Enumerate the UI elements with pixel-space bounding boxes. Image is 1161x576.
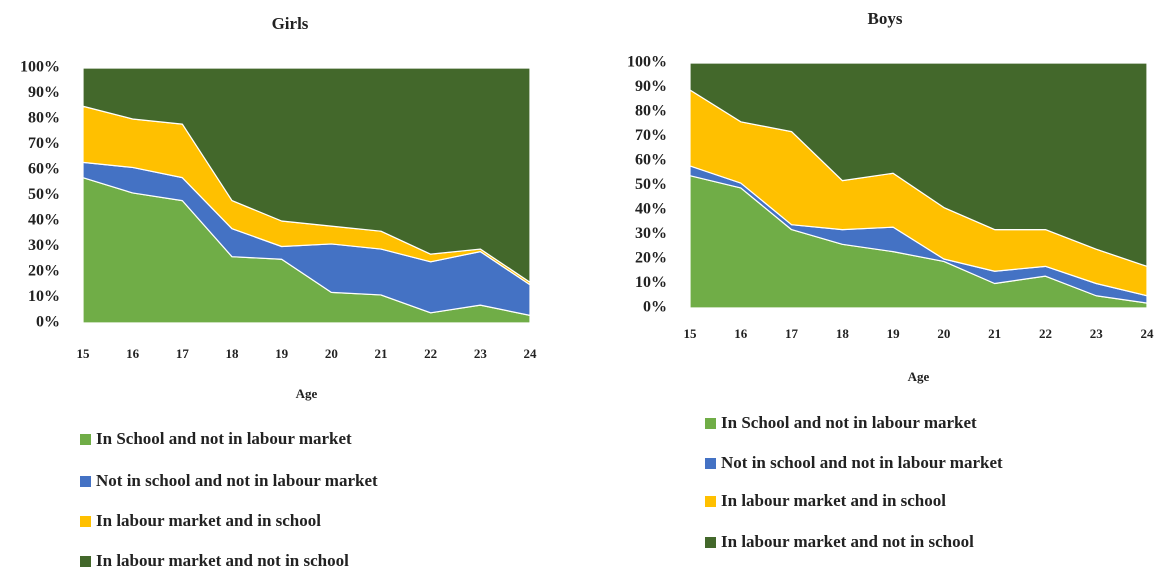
x-tick-label: 18 (226, 346, 240, 361)
y-tick-label: 60% (635, 152, 667, 169)
y-tick-label: 30% (635, 225, 667, 242)
x-axis-label: Age (908, 369, 930, 384)
x-tick-label: 17 (785, 326, 799, 341)
legend-swatch (705, 496, 716, 507)
legend-label: In School and not in labour market (96, 429, 352, 448)
x-tick-label: 16 (734, 326, 748, 341)
x-tick-label: 24 (1141, 326, 1155, 341)
y-tick-label: 90% (28, 84, 60, 101)
x-tick-label: 21 (375, 346, 388, 361)
y-tick-label: 20% (635, 250, 667, 267)
legend-swatch (80, 476, 91, 487)
x-tick-label: 17 (176, 346, 190, 361)
y-tick-label: 100% (627, 54, 667, 71)
area (82, 67, 531, 283)
y-tick-label: 50% (635, 176, 667, 193)
y-tick-label: 40% (635, 201, 667, 218)
x-tick-label: 20 (937, 326, 950, 341)
x-tick-label: 23 (474, 346, 488, 361)
y-tick-label: 20% (28, 263, 60, 280)
y-tick-label: 100% (20, 59, 60, 76)
x-tick-label: 16 (126, 346, 140, 361)
x-tick-label: 22 (424, 346, 437, 361)
legend-label: Not in school and not in labour market (721, 453, 1003, 472)
y-tick-label: 70% (28, 135, 60, 152)
x-tick-label: 20 (325, 346, 338, 361)
x-tick-label: 18 (836, 326, 850, 341)
x-tick-label: 15 (684, 326, 698, 341)
chart-title: Girls (272, 14, 309, 33)
y-tick-label: 0% (643, 299, 667, 316)
y-tick-label: 10% (28, 288, 60, 305)
legend-swatch (705, 458, 716, 469)
legend-label: In School and not in labour market (721, 413, 977, 432)
y-tick-label: 90% (635, 78, 667, 95)
y-tick-label: 80% (635, 103, 667, 120)
y-tick-label: 30% (28, 237, 60, 254)
legend-label: In labour market and not in school (96, 551, 349, 570)
area (689, 62, 1148, 267)
y-tick-label: 10% (635, 274, 667, 291)
x-tick-label: 24 (524, 346, 538, 361)
chart-title: Boys (868, 9, 903, 28)
y-tick-label: 60% (28, 161, 60, 178)
legend-swatch (705, 418, 716, 429)
legend-swatch (80, 516, 91, 527)
legend-label: In labour market and not in school (721, 532, 974, 551)
x-tick-label: 15 (77, 346, 91, 361)
x-tick-label: 22 (1039, 326, 1052, 341)
y-tick-label: 40% (28, 212, 60, 229)
legend-label: In labour market and in school (721, 491, 946, 510)
y-tick-label: 0% (36, 314, 60, 331)
x-tick-label: 19 (887, 326, 901, 341)
legend-swatch (80, 434, 91, 445)
y-tick-label: 70% (635, 127, 667, 144)
x-tick-label: 23 (1090, 326, 1104, 341)
x-axis-label: Age (296, 386, 318, 401)
legend-swatch (80, 556, 91, 567)
legend-swatch (705, 537, 716, 548)
legend-label: Not in school and not in labour market (96, 471, 378, 490)
legend-label: In labour market and in school (96, 511, 321, 530)
y-tick-label: 50% (28, 186, 60, 203)
x-tick-label: 19 (275, 346, 289, 361)
y-tick-label: 80% (28, 110, 60, 127)
x-tick-label: 21 (988, 326, 1001, 341)
